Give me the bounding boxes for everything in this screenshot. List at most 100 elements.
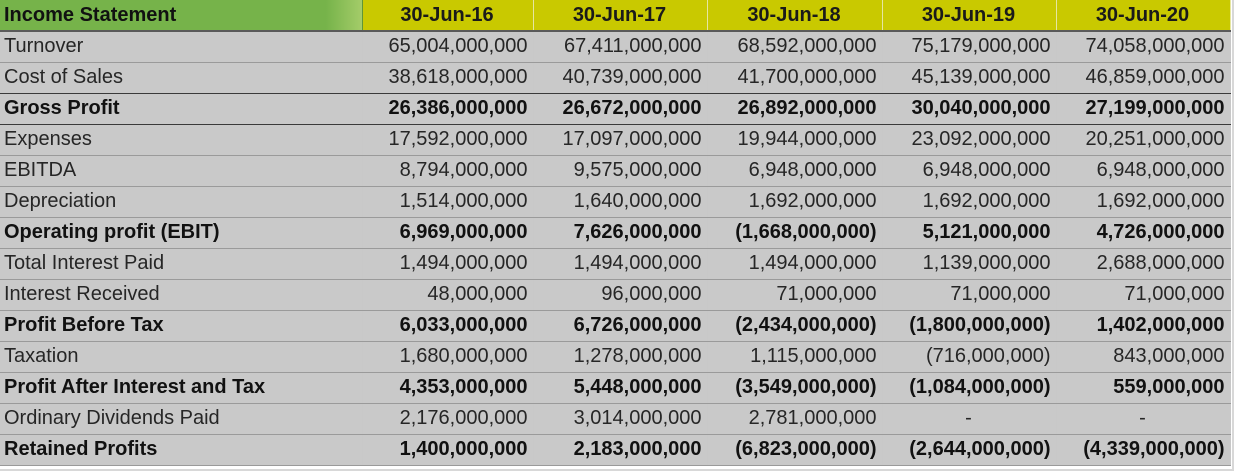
row-label-cell[interactable]: Expenses [0,124,363,156]
value-cell[interactable]: 26,892,000,000 [707,93,883,125]
value-cell[interactable]: 4,726,000,000 [1056,217,1231,249]
header-period-cell[interactable]: 30-Jun-19 [882,0,1057,32]
value-cell[interactable]: - [1056,403,1231,435]
value-cell[interactable]: 1,400,000,000 [362,434,534,466]
value-cell[interactable]: 41,700,000,000 [707,62,883,94]
value-cell[interactable]: 1,514,000,000 [362,186,534,218]
value-cell[interactable]: 19,944,000,000 [707,124,883,156]
value-cell[interactable]: 40,739,000,000 [533,62,708,94]
value-cell[interactable]: (716,000,000) [882,341,1057,373]
header-period-cell[interactable]: 30-Jun-18 [707,0,883,32]
value-cell[interactable]: (3,549,000,000) [707,372,883,404]
value-cell[interactable]: 71,000,000 [707,279,883,311]
value-cell[interactable]: 17,097,000,000 [533,124,708,156]
value-cell[interactable]: 20,251,000,000 [1056,124,1231,156]
row-label-cell[interactable]: Profit After Interest and Tax [0,372,363,404]
value-cell[interactable]: 38,618,000,000 [362,62,534,94]
value-cell[interactable]: (1,084,000,000) [882,372,1057,404]
table-body: Turnover 65,004,000,000 67,411,000,000 68,5… [0,31,1231,466]
value-cell[interactable]: 68,592,000,000 [707,31,883,63]
table-row: Taxation 1,680,000,000 1,278,000,000 1,115,… [0,341,1231,373]
value-cell[interactable]: 6,033,000,000 [362,310,534,342]
row-label-cell[interactable]: Profit Before Tax [0,310,363,342]
value-cell[interactable]: (2,434,000,000) [707,310,883,342]
value-cell[interactable]: 5,121,000,000 [882,217,1057,249]
value-cell[interactable]: 17,592,000,000 [362,124,534,156]
value-cell[interactable]: 559,000,000 [1056,372,1231,404]
value-cell[interactable]: 5,448,000,000 [533,372,708,404]
value-cell[interactable]: 2,183,000,000 [533,434,708,466]
value-cell[interactable]: (1,800,000,000) [882,310,1057,342]
value-cell[interactable]: 71,000,000 [882,279,1057,311]
value-cell[interactable]: 7,626,000,000 [533,217,708,249]
value-cell[interactable]: 23,092,000,000 [882,124,1057,156]
row-label-cell[interactable]: EBITDA [0,155,363,187]
table-row: Depreciation 1,514,000,000 1,640,000,000 1,… [0,186,1231,218]
row-label-cell[interactable]: Gross Profit [0,93,363,125]
value-cell[interactable]: 1,692,000,000 [882,186,1057,218]
value-cell[interactable]: 3,014,000,000 [533,403,708,435]
value-cell[interactable]: 67,411,000,000 [533,31,708,63]
value-cell[interactable]: 1,494,000,000 [362,248,534,280]
value-cell[interactable]: 96,000,000 [533,279,708,311]
row-label-cell[interactable]: Cost of Sales [0,62,363,94]
value-cell[interactable]: 74,058,000,000 [1056,31,1231,63]
row-label-cell[interactable]: Total Interest Paid [0,248,363,280]
value-cell[interactable]: 8,794,000,000 [362,155,534,187]
row-label-cell[interactable]: Taxation [0,341,363,373]
header-period-cell[interactable]: 30-Jun-16 [362,0,534,32]
value-cell[interactable]: 27,199,000,000 [1056,93,1231,125]
table-row: Turnover 65,004,000,000 67,411,000,000 68,5… [0,31,1231,63]
value-cell[interactable]: 4,353,000,000 [362,372,534,404]
table-row: Expenses 17,592,000,000 17,097,000,000 19,9… [0,124,1231,156]
value-cell[interactable]: 1,494,000,000 [707,248,883,280]
value-cell[interactable]: (6,823,000,000) [707,434,883,466]
value-cell[interactable]: 26,672,000,000 [533,93,708,125]
header-period-cell[interactable]: 30-Jun-20 [1056,0,1231,32]
value-cell[interactable]: (2,644,000,000) [882,434,1057,466]
value-cell[interactable]: 1,692,000,000 [1056,186,1231,218]
table-row: Gross Profit 26,386,000,000 26,672,000,000… [0,93,1231,125]
value-cell[interactable]: 6,726,000,000 [533,310,708,342]
row-label-cell[interactable]: Retained Profits [0,434,363,466]
value-cell[interactable]: 1,680,000,000 [362,341,534,373]
value-cell[interactable]: 26,386,000,000 [362,93,534,125]
row-label-cell[interactable]: Depreciation [0,186,363,218]
value-cell[interactable]: 65,004,000,000 [362,31,534,63]
value-cell[interactable]: 6,948,000,000 [882,155,1057,187]
value-cell[interactable]: 1,115,000,000 [707,341,883,373]
table-row: Ordinary Dividends Paid 2,176,000,000 3,01… [0,403,1231,435]
value-cell[interactable]: 48,000,000 [362,279,534,311]
row-label-cell[interactable]: Ordinary Dividends Paid [0,403,363,435]
value-cell[interactable]: 9,575,000,000 [533,155,708,187]
value-cell[interactable]: 1,494,000,000 [533,248,708,280]
value-cell[interactable]: 1,278,000,000 [533,341,708,373]
value-cell[interactable]: (4,339,000,000) [1056,434,1231,466]
value-cell[interactable]: 6,969,000,000 [362,217,534,249]
value-cell[interactable]: 1,692,000,000 [707,186,883,218]
value-cell[interactable]: 1,640,000,000 [533,186,708,218]
header-label-cell[interactable]: Income Statement [0,0,363,32]
value-cell[interactable]: 1,139,000,000 [882,248,1057,280]
value-cell[interactable]: 46,859,000,000 [1056,62,1231,94]
header-period-cell[interactable]: 30-Jun-17 [533,0,708,32]
value-cell[interactable]: (1,668,000,000) [707,217,883,249]
value-cell[interactable]: 45,139,000,000 [882,62,1057,94]
table-row: Operating profit (EBIT) 6,969,000,000 7,62… [0,217,1231,249]
value-cell[interactable]: - [882,403,1057,435]
table-row: Total Interest Paid 1,494,000,000 1,494,00… [0,248,1231,280]
value-cell[interactable]: 2,781,000,000 [707,403,883,435]
value-cell[interactable]: 2,176,000,000 [362,403,534,435]
row-label-cell[interactable]: Turnover [0,31,363,63]
value-cell[interactable]: 2,688,000,000 [1056,248,1231,280]
table-row: EBITDA 8,794,000,000 9,575,000,000 6,948,00… [0,155,1231,187]
row-label-cell[interactable]: Operating profit (EBIT) [0,217,363,249]
value-cell[interactable]: 6,948,000,000 [707,155,883,187]
value-cell[interactable]: 71,000,000 [1056,279,1231,311]
value-cell[interactable]: 30,040,000,000 [882,93,1057,125]
value-cell[interactable]: 843,000,000 [1056,341,1231,373]
value-cell[interactable]: 75,179,000,000 [882,31,1057,63]
value-cell[interactable]: 1,402,000,000 [1056,310,1231,342]
value-cell[interactable]: 6,948,000,000 [1056,155,1231,187]
row-label-cell[interactable]: Interest Received [0,279,363,311]
